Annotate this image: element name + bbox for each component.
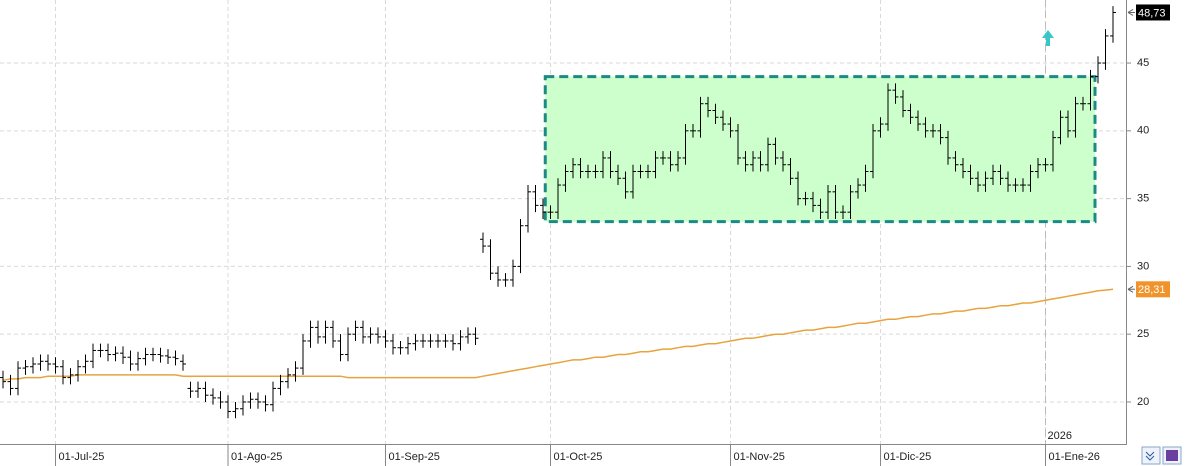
x-tick-label: 01-Ago-25 xyxy=(231,451,282,463)
y-tick-label: 35 xyxy=(1137,193,1149,205)
up-arrow xyxy=(1042,30,1054,46)
x-tick-label: 01-Dic-25 xyxy=(884,451,932,463)
price-tag-label: 28,31 xyxy=(1138,284,1166,296)
x-tick-label: 01-Sep-25 xyxy=(389,451,440,463)
range-box xyxy=(543,75,1097,224)
x-tick-label: 01-Nov-25 xyxy=(734,451,785,463)
y-tick-label: 25 xyxy=(1137,328,1149,340)
zoom-icon xyxy=(1145,451,1155,461)
x-tick-label: 01-Ene-26 xyxy=(1049,451,1100,463)
year-label: 2026 xyxy=(1048,430,1072,442)
x-tick-label: 01-Jul-25 xyxy=(59,451,105,463)
price-pointer xyxy=(1127,285,1135,293)
price-tag xyxy=(1136,281,1170,298)
price-pointer xyxy=(1127,9,1135,16)
save-icon xyxy=(1166,450,1178,461)
price-tag xyxy=(1136,4,1170,21)
price-tag-label: 48,73 xyxy=(1138,7,1166,19)
y-tick-label: 40 xyxy=(1137,125,1149,137)
x-tick-label: 01-Oct-25 xyxy=(554,451,603,463)
y-tick-label: 20 xyxy=(1137,396,1149,408)
y-tick-label: 45 xyxy=(1137,57,1149,69)
moving-average-line xyxy=(2,288,1114,382)
toolbar-buttons xyxy=(1141,446,1182,465)
y-tick-label: 30 xyxy=(1137,260,1149,272)
